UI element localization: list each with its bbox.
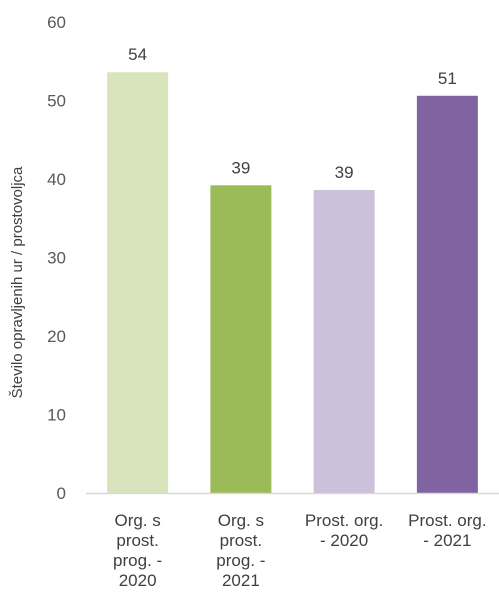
x-tick-label: Prost. org. - 2021 bbox=[408, 511, 486, 550]
y-axis-title: Število opravljenih ur / prostovoljca bbox=[9, 166, 26, 398]
y-tick-label: 60 bbox=[47, 13, 66, 32]
y-tick-label: 20 bbox=[47, 327, 66, 346]
bar bbox=[416, 95, 478, 493]
y-tick-label: 50 bbox=[47, 92, 66, 111]
category-labels: Org. s prost. prog. -2020 Org. s prost. prog.… bbox=[113, 511, 487, 590]
y-tick-label: 0 bbox=[57, 484, 66, 503]
data-label: 54 bbox=[128, 45, 147, 64]
bar bbox=[313, 189, 375, 494]
x-tick-label: Org. s prost. prog. -2021 bbox=[216, 511, 265, 590]
bar bbox=[107, 72, 169, 494]
data-label: 51 bbox=[438, 69, 457, 88]
data-label: 39 bbox=[231, 158, 250, 177]
y-axis-ticks: 0 10 20 30 40 50 60 bbox=[47, 13, 66, 503]
bar bbox=[210, 185, 272, 493]
bars bbox=[107, 72, 478, 494]
x-tick-label: Org. s prost. prog. -2020 bbox=[113, 511, 162, 590]
y-tick-label: 40 bbox=[47, 170, 66, 189]
x-tick-label: Prost. org. - 2020 bbox=[305, 511, 383, 550]
data-label: 39 bbox=[335, 163, 354, 182]
data-labels: 54 39 39 51 bbox=[128, 45, 457, 182]
y-tick-label: 30 bbox=[47, 249, 66, 268]
y-tick-label: 10 bbox=[47, 406, 66, 425]
